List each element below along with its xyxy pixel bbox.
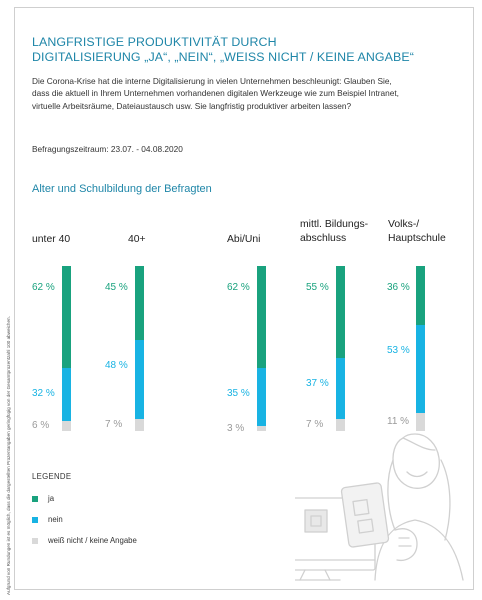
- bar-ja-4: [416, 266, 425, 326]
- person-tablet-illustration: [295, 433, 464, 581]
- bar-nein-3: [336, 357, 345, 420]
- bar-nein-4: [416, 325, 425, 413]
- page-title: LANGFRISTIGE PRODUKTIVITÄT DURCH DIGITAL…: [32, 35, 452, 65]
- bar-nein-2: [257, 368, 266, 427]
- value-label-weiss-nicht-2: 3 %: [227, 422, 245, 434]
- title-line-2: DIGITALISIERUNG „JA“, „NEIN“, „WEISS NIC…: [32, 50, 414, 64]
- legend-item-ja: ja: [32, 494, 54, 503]
- bar-ja-0: [62, 266, 71, 369]
- value-label-weiss-nicht-1: 7 %: [105, 419, 123, 431]
- survey-question: Die Corona-Krise hat die interne Digital…: [32, 75, 462, 112]
- value-label-nein-3: 37 %: [306, 377, 329, 389]
- rounding-note: Aufgrund von Rundungen ist es möglich, d…: [6, 316, 11, 595]
- bar-ja-1: [135, 266, 144, 341]
- value-label-weiss-nicht-0: 6 %: [32, 420, 50, 432]
- value-label-nein-1: 48 %: [105, 360, 128, 372]
- value-label-nein-4: 53 %: [387, 345, 410, 357]
- bar-weiss-nicht-2: [257, 426, 266, 431]
- value-label-weiss-nicht-3: 7 %: [306, 419, 324, 431]
- bar-weiss-nicht-0: [62, 421, 71, 431]
- tablet-outline: [340, 482, 390, 548]
- value-label-ja-3: 55 %: [306, 282, 329, 293]
- bar-weiss-nicht-4: [416, 412, 425, 431]
- category-label-2: Abi/Uni: [227, 234, 261, 245]
- chart-frame: [14, 7, 474, 590]
- legend-label-weiss-nicht: weiß nicht / keine Angabe: [48, 536, 137, 545]
- legend-swatch-ja: [32, 495, 38, 502]
- bar-weiss-nicht-3: [336, 419, 345, 431]
- title-line-1: LANGFRISTIGE PRODUKTIVITÄT DURCH: [32, 35, 277, 49]
- value-label-ja-4: 36 %: [387, 282, 410, 293]
- value-label-nein-0: 32 %: [32, 388, 55, 400]
- chart-subtitle: Alter und Schulbildung der Befragten: [32, 183, 212, 195]
- value-label-nein-2: 35 %: [227, 388, 250, 400]
- legend-label-ja: ja: [48, 494, 55, 503]
- bar-nein-0: [62, 368, 71, 422]
- head-outline: [392, 433, 440, 489]
- category-label-0: unter 40: [32, 234, 71, 245]
- bar-ja-2: [257, 266, 266, 369]
- legend-item-nein: nein: [32, 515, 63, 524]
- question-line-1: Die Corona-Krise hat die interne Digital…: [32, 76, 392, 86]
- category-label-4: Volks-/Hauptschule: [388, 219, 446, 244]
- legend-swatch-weiss-nicht: [32, 537, 38, 544]
- question-line-2: dass die aktuell in Ihrem Unternehmen vo…: [32, 88, 399, 99]
- legend-item-weiss-nicht: weiß nicht / keine Angabe: [32, 536, 137, 545]
- value-label-ja-0: 62 %: [32, 282, 55, 293]
- bar-ja-3: [336, 266, 345, 358]
- legend-title: LEGENDE: [32, 472, 72, 481]
- category-label-3: mittl. Bildungs-abschluss: [300, 219, 369, 244]
- bar-weiss-nicht-1: [135, 419, 144, 431]
- question-line-3: virtuelle Arbeitsräume, Dateiaustausch u…: [32, 100, 352, 111]
- value-label-ja-1: 45 %: [105, 282, 128, 293]
- legend-label-nein: nein: [48, 515, 63, 524]
- value-label-ja-2: 62 %: [227, 282, 250, 293]
- category-label-1: 40+: [128, 234, 146, 245]
- value-label-weiss-nicht-4: 11 %: [387, 415, 410, 427]
- bar-nein-1: [135, 340, 144, 420]
- legend-swatch-nein: [32, 516, 38, 523]
- survey-period: Befragungszeitraum: 23.07. - 04.08.2020: [32, 144, 183, 154]
